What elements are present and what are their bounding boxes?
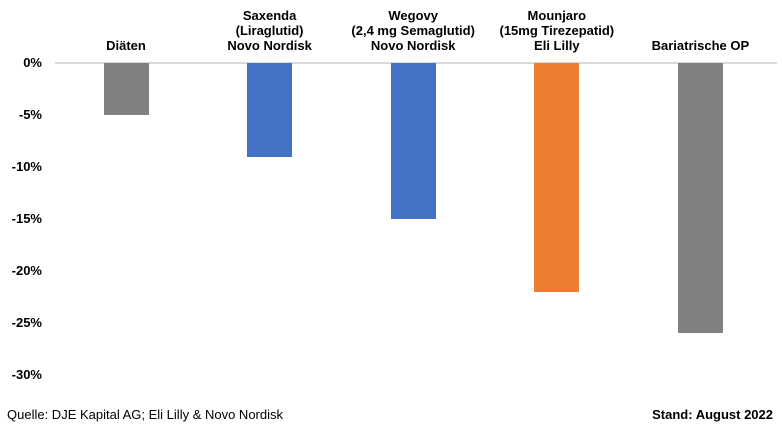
y-axis-tick-label: -5% <box>18 107 42 122</box>
y-axis-tick-label: 0% <box>23 55 42 70</box>
date-stamp: Stand: August 2022 <box>652 407 773 422</box>
category-label: Diäten <box>106 38 146 53</box>
chart-bar <box>103 63 149 115</box>
chart-bar <box>247 63 293 157</box>
category-label: Mounjaro (15mg Tirezepatid) Eli Lilly <box>499 8 615 53</box>
chart-bar <box>390 63 436 219</box>
y-axis-tick-label: -30% <box>11 367 42 382</box>
y-axis-tick-label: -20% <box>11 263 42 278</box>
chart-bar <box>677 63 723 334</box>
y-axis-tick-label: -10% <box>11 159 42 174</box>
y-axis-tick-label: -25% <box>11 315 42 330</box>
category-label: Bariatrische OP <box>651 38 750 53</box>
y-axis-tick-label: -15% <box>11 211 42 226</box>
category-label: Wegovy (2,4 mg Semaglutid) Novo Nordisk <box>351 8 475 53</box>
category-label: Saxenda (Liraglutid) Novo Nordisk <box>227 8 312 53</box>
chart-bar <box>534 63 580 292</box>
source-note: Quelle: DJE Kapital AG; Eli Lilly & Novo… <box>7 407 283 422</box>
